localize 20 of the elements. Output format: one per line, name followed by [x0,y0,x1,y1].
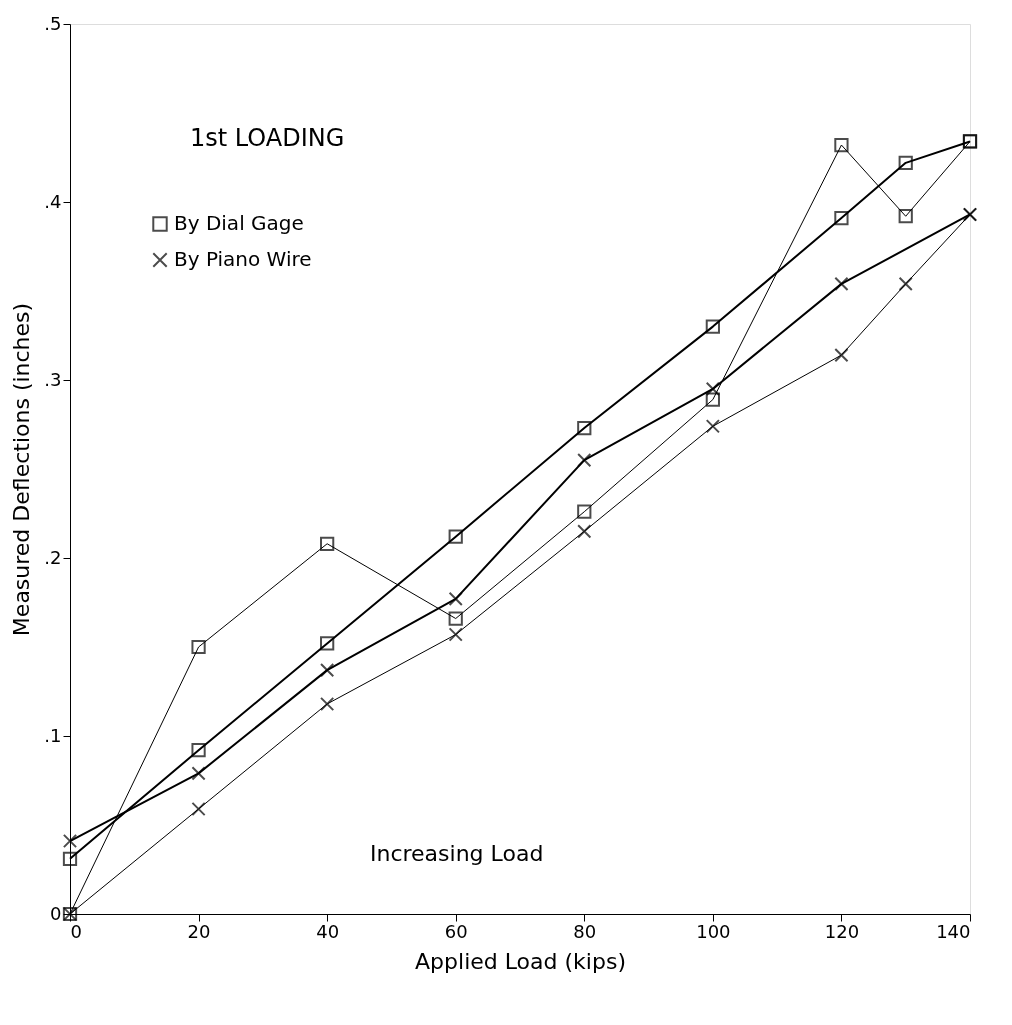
x-tick-label: 0 [70,920,82,942]
legend-label: By Dial Gage [174,211,304,235]
y-tick-label: .4 [44,190,62,212]
y-axis-title: Measured Deflections (inches) [9,302,35,637]
x-tick-label: 20 [187,920,211,942]
x-tick-label: 140 [936,920,971,942]
x-tick-label: 40 [316,920,340,942]
x-tick-label: 60 [444,920,468,942]
x-tick-label: 80 [573,920,597,942]
y-tick-label: .2 [44,546,62,568]
x-axis-title: Applied Load (kips) [415,948,626,974]
legend-label: By Piano Wire [174,247,312,271]
y-tick-label: 0 [50,902,62,924]
y-tick-label: .3 [44,368,62,390]
y-tick-label: .1 [44,724,62,746]
y-tick-label: .5 [44,12,62,34]
x-tick-label: 100 [696,920,731,942]
annotation: 1st LOADING [190,124,345,152]
x-tick-label: 120 [824,920,860,942]
annotation: Increasing Load [370,841,544,866]
